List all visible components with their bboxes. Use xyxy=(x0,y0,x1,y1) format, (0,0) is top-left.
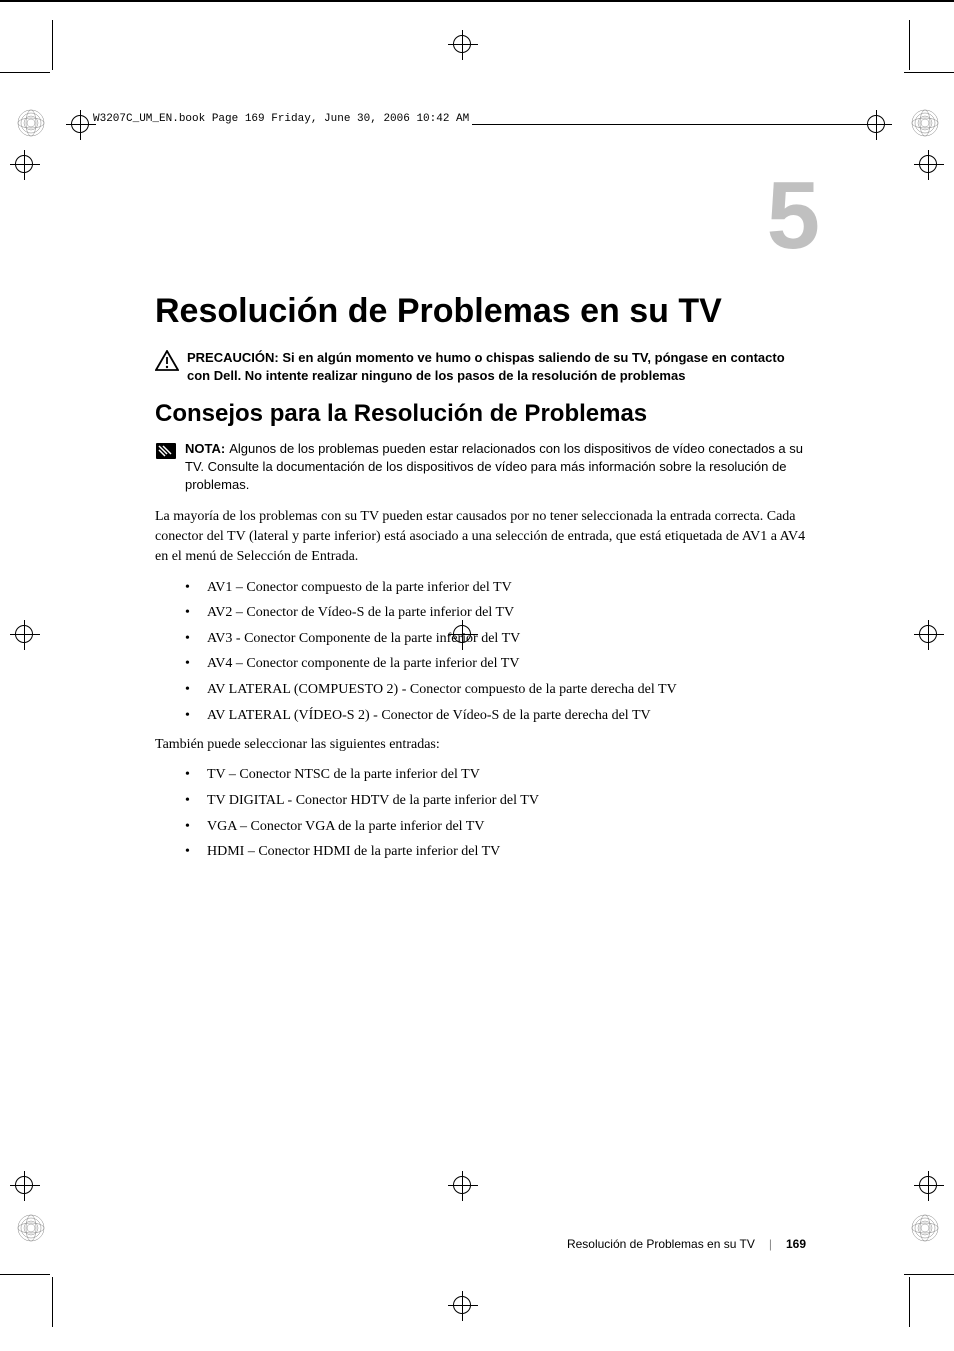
spiro-mark xyxy=(16,108,46,138)
crop-mark xyxy=(52,20,53,70)
spiro-mark xyxy=(910,1213,940,1243)
crop-mark xyxy=(909,20,910,70)
crop-mark xyxy=(904,72,954,73)
registration-mark xyxy=(448,30,478,60)
registration-mark xyxy=(448,1171,478,1201)
crop-mark xyxy=(0,1274,50,1275)
list-item: AV2 – Conector de Vídeo-S de la parte in… xyxy=(185,603,810,623)
crop-mark xyxy=(909,1277,910,1327)
registration-mark xyxy=(862,110,892,140)
footer-divider: | xyxy=(769,1237,772,1251)
chapter-title: Resolución de Problemas en su TV xyxy=(155,292,810,331)
intro-paragraph: La mayoría de los problemas con su TV pu… xyxy=(155,507,810,568)
note-body: Algunos de los problemas pueden estar re… xyxy=(185,441,803,492)
page-number: 169 xyxy=(786,1237,806,1251)
registration-mark xyxy=(10,150,40,180)
caution-label: PRECAUCIÓN: xyxy=(187,350,279,365)
list-item: AV3 - Conector Componente de la parte in… xyxy=(185,629,810,649)
note-content: NOTA: Algunos de los problemas pueden es… xyxy=(185,440,810,495)
caution-icon xyxy=(155,350,179,372)
section-title: Consejos para la Resolución de Problemas xyxy=(155,400,810,428)
list-item: VGA – Conector VGA de la parte inferior … xyxy=(185,817,810,837)
registration-mark xyxy=(66,110,96,140)
registration-mark xyxy=(448,1291,478,1321)
mid-paragraph: También puede seleccionar las siguientes… xyxy=(155,735,810,755)
crop-mark xyxy=(904,1274,954,1275)
registration-mark xyxy=(914,620,944,650)
input-list-primary: AV1 – Conector compuesto de la parte inf… xyxy=(185,578,810,726)
registration-mark xyxy=(914,150,944,180)
page-content: 5 Resolución de Problemas en su TV PRECA… xyxy=(155,168,810,872)
frame-border-bottom xyxy=(0,1,954,2)
list-item: TV – Conector NTSC de la parte inferior … xyxy=(185,765,810,785)
list-item: AV1 – Conector compuesto de la parte inf… xyxy=(185,578,810,598)
footer-section: Resolución de Problemas en su TV xyxy=(567,1237,755,1251)
input-list-secondary: TV – Conector NTSC de la parte inferior … xyxy=(185,765,810,861)
note-block: NOTA: Algunos de los problemas pueden es… xyxy=(155,440,810,495)
spiro-mark xyxy=(910,108,940,138)
header-filename: W3207C_UM_EN.book Page 169 Friday, June … xyxy=(90,113,472,125)
list-item: AV LATERAL (VÍDEO-S 2) - Conector de Víd… xyxy=(185,706,810,726)
note-label: NOTA: xyxy=(185,441,225,456)
caution-block: PRECAUCIÓN: Si en algún momento ve humo … xyxy=(155,349,810,384)
crop-mark xyxy=(52,1277,53,1327)
list-item: TV DIGITAL - Conector HDTV de la parte i… xyxy=(185,791,810,811)
registration-mark xyxy=(10,1171,40,1201)
crop-mark xyxy=(0,72,50,73)
spiro-mark xyxy=(16,1213,46,1243)
note-icon xyxy=(155,442,177,460)
registration-mark xyxy=(10,620,40,650)
chapter-number: 5 xyxy=(155,168,820,264)
list-item: AV LATERAL (COMPUESTO 2) - Conector comp… xyxy=(185,680,810,700)
page-footer: Resolución de Problemas en su TV | 169 xyxy=(567,1237,806,1251)
caution-text: PRECAUCIÓN: Si en algún momento ve humo … xyxy=(187,349,810,384)
list-item: AV4 – Conector componente de la parte in… xyxy=(185,654,810,674)
list-item: HDMI – Conector HDMI de la parte inferio… xyxy=(185,842,810,862)
registration-mark xyxy=(914,1171,944,1201)
